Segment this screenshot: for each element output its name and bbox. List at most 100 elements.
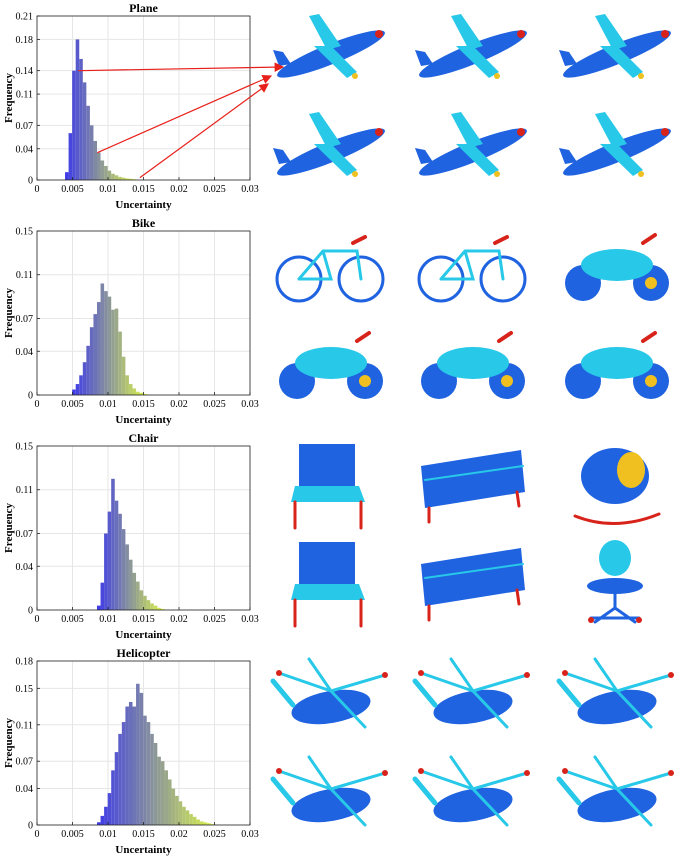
histogram-bar <box>107 793 112 825</box>
y-tick-label: 0.11 <box>16 485 33 496</box>
bike-panel: 0 0.005 0.01 0.015 0.02 0.025 0.03 0 0.04 0.07 0.1… <box>0 215 691 430</box>
histogram-bar <box>100 160 105 180</box>
histogram-bar <box>121 722 126 825</box>
histogram-bar <box>189 814 193 825</box>
histogram-bar <box>182 806 186 825</box>
histogram-bar <box>132 572 137 610</box>
x-tick-label: 0.02 <box>170 399 188 410</box>
histogram-bar <box>104 806 108 825</box>
helicopter-point-cloud-icon <box>411 651 539 756</box>
histogram-bar <box>111 770 115 825</box>
bike-histogram: 0 0.005 0.01 0.015 0.02 0.025 0.03 0 0.04 0.07 0.1… <box>3 216 259 426</box>
y-tick-label: 0.15 <box>16 227 34 238</box>
histogram-bar <box>114 752 119 825</box>
plane-panel: 0 0.005 0.01 0.015 0.02 0.025 0.03 0 0.04 0.07 0.1… <box>0 0 691 215</box>
office-chair-point-cloud-icon <box>555 534 683 639</box>
motorbike-point-cloud-icon <box>555 221 683 326</box>
histogram-bar <box>121 529 126 610</box>
histogram-bar <box>153 605 158 610</box>
histogram-bar <box>118 513 122 610</box>
y-tick-label: 0.15 <box>16 442 34 453</box>
y-tick-label: 0.21 <box>16 12 34 23</box>
histogram-bar <box>75 39 80 180</box>
histogram-bar <box>175 795 179 825</box>
x-tick-label: 0.025 <box>203 399 226 410</box>
histogram-bar <box>150 733 154 825</box>
helicopter-point-cloud-icon <box>269 651 397 756</box>
armchair-point-cloud-icon <box>269 534 397 639</box>
helicopter-point-cloud-icon <box>269 749 397 854</box>
histogram-bar <box>128 559 133 610</box>
histogram-bar <box>118 176 122 180</box>
histogram-bar <box>128 384 133 395</box>
x-tick-label: 0.03 <box>241 614 259 625</box>
y-tick-label: 0.11 <box>16 270 33 281</box>
histogram-bar <box>89 125 94 180</box>
x-tick-label: 0.02 <box>170 184 188 195</box>
bike-thumbnails <box>265 215 691 430</box>
histogram-bar <box>86 345 90 395</box>
histogram-bar <box>199 821 204 825</box>
x-tick-label: 0.025 <box>203 184 226 195</box>
rocking-chair-point-cloud-icon <box>555 436 683 541</box>
histogram-bar <box>143 715 147 825</box>
plane-point-cloud-icon <box>555 6 683 111</box>
chart-title: Helicopter <box>117 646 172 660</box>
x-tick-label: 0 <box>35 614 40 625</box>
histogram-bar <box>139 392 144 395</box>
y-tick-label: 0 <box>28 176 33 187</box>
histogram-bar <box>146 722 151 825</box>
x-axis-label: Uncertainty <box>115 414 172 426</box>
histogram-bar <box>104 533 108 610</box>
histogram-bar <box>96 302 101 395</box>
y-tick-label: 0.11 <box>16 90 33 101</box>
bench-point-cloud-icon <box>411 436 539 541</box>
x-tick-label: 0.025 <box>203 614 226 625</box>
chart-title: Bike <box>132 216 156 230</box>
bench-point-cloud-icon <box>411 534 539 639</box>
y-tick-label: 0.15 <box>16 684 34 695</box>
histogram-bar <box>185 810 190 825</box>
x-axis-label: Uncertainty <box>115 844 172 856</box>
histogram-bar <box>125 706 129 825</box>
histogram-bar <box>125 178 129 180</box>
helicopter-point-cloud-icon <box>555 651 683 756</box>
helicopter-point-cloud-icon <box>555 749 683 854</box>
x-tick-label: 0.02 <box>170 829 188 840</box>
y-tick-label: 0 <box>28 391 33 402</box>
histogram-bar <box>104 291 108 395</box>
x-axis-label: Uncertainty <box>115 199 172 211</box>
histogram-bar <box>160 608 165 610</box>
y-tick-label: 0.07 <box>16 121 34 132</box>
histogram-bar <box>72 70 76 180</box>
histogram-bar <box>121 177 126 180</box>
x-tick-label: 0 <box>35 184 40 195</box>
histogram-bar <box>114 500 119 610</box>
x-tick-label: 0.005 <box>61 614 84 625</box>
x-tick-label: 0.015 <box>132 829 155 840</box>
histogram-bar <box>171 788 176 825</box>
histogram-bar <box>93 140 97 180</box>
histogram-bar <box>96 822 101 825</box>
histogram-bar <box>132 388 137 395</box>
histogram-bar <box>153 743 158 825</box>
x-tick-label: 0.01 <box>99 184 117 195</box>
y-tick-label: 0 <box>28 606 33 617</box>
histogram-bar <box>89 327 94 395</box>
histogram-bar <box>82 362 87 395</box>
histogram-bar <box>93 314 97 395</box>
histogram-bar <box>107 296 112 395</box>
histogram-bar <box>210 824 215 825</box>
histogram-bar <box>82 82 87 180</box>
histogram-bar <box>65 172 69 180</box>
plane-point-cloud-icon <box>269 104 397 209</box>
histogram-bar <box>164 770 168 825</box>
plane-thumbnails <box>265 0 691 215</box>
x-tick-label: 0.02 <box>170 614 188 625</box>
histogram-bar <box>96 605 101 610</box>
y-tick-label: 0.07 <box>16 757 34 768</box>
helicopter-histogram: 0 0.005 0.01 0.015 0.02 0.025 0.03 0 0.04 0.07 0.1… <box>3 646 259 856</box>
histogram-bar <box>100 283 105 395</box>
histogram-bar <box>96 152 101 180</box>
y-tick-label: 0.07 <box>16 314 34 325</box>
